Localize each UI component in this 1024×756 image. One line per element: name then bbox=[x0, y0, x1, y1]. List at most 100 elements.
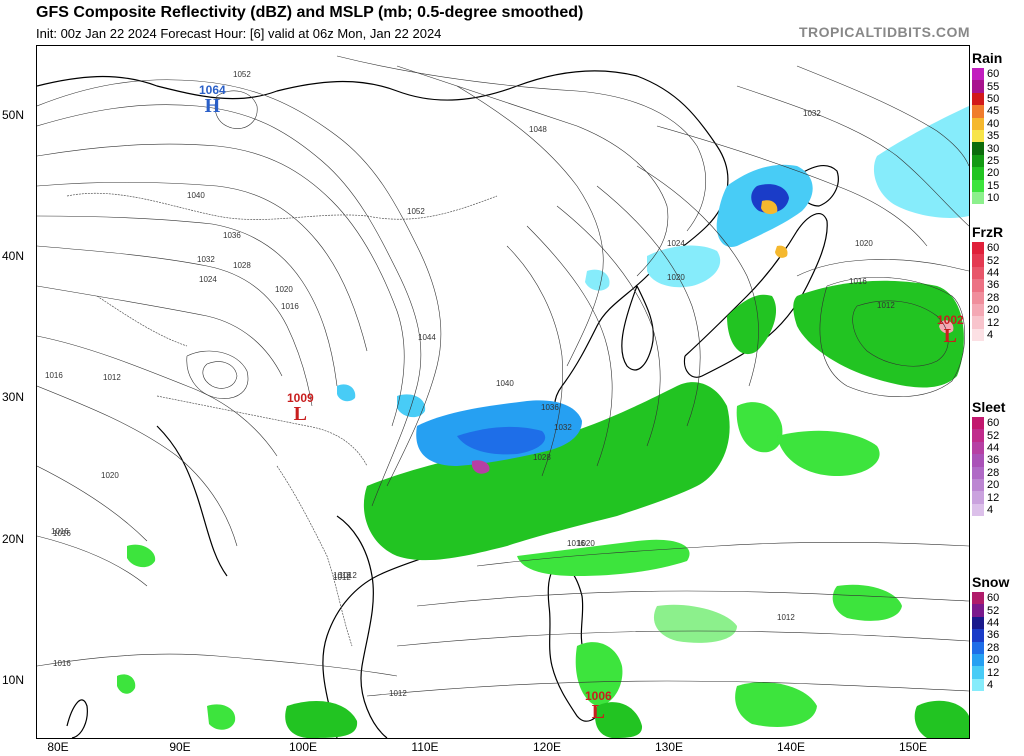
lon-label: 140E bbox=[776, 740, 806, 754]
legend-row: 35 bbox=[972, 129, 1022, 143]
lon-label: 120E bbox=[532, 740, 562, 754]
lat-label: 50N bbox=[2, 108, 25, 122]
lon-label: 80E bbox=[47, 740, 69, 754]
isobar-label: 1040 bbox=[187, 191, 205, 200]
legend-level: 30 bbox=[987, 142, 1000, 155]
isobar-label: 1032 bbox=[803, 109, 821, 118]
legend-row: 12 bbox=[972, 491, 1022, 504]
legend-row: 36 bbox=[972, 454, 1022, 467]
legend-swatch bbox=[972, 291, 984, 304]
legend-row: 20 bbox=[972, 167, 1022, 180]
legend-level: 20 bbox=[987, 167, 1000, 180]
low-pressure-letter: L bbox=[293, 403, 308, 425]
legend-row: 52 bbox=[972, 429, 1022, 442]
legend-row: 50 bbox=[972, 92, 1022, 106]
legend-swatch bbox=[972, 441, 984, 455]
isobar-label: 1032 bbox=[554, 423, 572, 432]
isobar-label: 1016 bbox=[53, 659, 71, 668]
isobar-label: 1020 bbox=[855, 239, 873, 248]
isobar-label: 1024 bbox=[667, 239, 685, 248]
isobar-label: 1020 bbox=[667, 273, 685, 282]
lon-label: 110E bbox=[411, 740, 439, 754]
legend-level: 52 bbox=[987, 254, 1000, 267]
legend-row: 20 bbox=[972, 653, 1022, 667]
legend-swatch bbox=[972, 641, 984, 654]
lon-label: 130E bbox=[654, 740, 684, 754]
legend-row: 60 bbox=[972, 417, 1022, 430]
legend-level: 4 bbox=[987, 678, 994, 691]
isobar-label: 1020 bbox=[577, 539, 595, 548]
legend-level: 25 bbox=[987, 154, 1000, 167]
mixed-precip bbox=[472, 200, 954, 474]
legend-row: 60 bbox=[972, 592, 1022, 605]
legend-swatch bbox=[972, 328, 984, 342]
legend-swatch bbox=[972, 503, 984, 517]
high-pressure-letter: H bbox=[204, 95, 221, 117]
legend-row: 15 bbox=[972, 179, 1022, 192]
low-pressure-marker-china: 1009 L bbox=[287, 391, 314, 425]
isobar-label: 1040 bbox=[496, 379, 514, 388]
isobar-label: 1048 bbox=[529, 125, 547, 134]
isobar-label: 1036 bbox=[541, 403, 559, 412]
isobar-label: 1016 bbox=[567, 539, 585, 548]
lon-label: 100E bbox=[288, 740, 318, 754]
chart-subtitle: Init: 00z Jan 22 2024 Forecast Hour: [6]… bbox=[36, 26, 442, 41]
legend-row: 45 bbox=[972, 105, 1022, 118]
legend-level: 60 bbox=[987, 417, 1000, 430]
legend-swatch bbox=[972, 678, 984, 692]
isobar-label: 1024 bbox=[199, 275, 217, 284]
legend-swatch bbox=[972, 254, 984, 267]
legend-level: 28 bbox=[987, 466, 1000, 479]
legend-row: 20 bbox=[972, 303, 1022, 317]
legend-swatch bbox=[972, 179, 984, 192]
isobar-label: 1028 bbox=[533, 453, 551, 462]
legend-snow: Snow 60 52 44 36 28 20 12 4 bbox=[972, 574, 1022, 692]
isobar-label: 1016 bbox=[281, 302, 299, 311]
isobars bbox=[37, 55, 969, 697]
legend-row: 60 bbox=[972, 242, 1022, 255]
legend-level: 12 bbox=[987, 491, 1000, 504]
legend-swatch bbox=[972, 92, 984, 106]
legend-row: 4 bbox=[972, 328, 1022, 342]
rain-areas bbox=[117, 280, 969, 738]
isobar-label: 1012 bbox=[389, 689, 407, 698]
legend-level: 10 bbox=[987, 192, 1000, 205]
legend-level: 20 bbox=[987, 304, 1000, 317]
high-pressure-value: 1064 bbox=[199, 83, 226, 97]
legend-swatch bbox=[972, 429, 984, 442]
legend-title: Rain bbox=[972, 50, 1003, 66]
legend-row: 28 bbox=[972, 466, 1022, 479]
legend-swatch bbox=[972, 167, 984, 180]
legend-swatch bbox=[972, 303, 984, 317]
legend-level: 4 bbox=[987, 503, 994, 516]
legend-level: 35 bbox=[987, 130, 1000, 143]
legend-title: FrzR bbox=[972, 224, 1004, 240]
legend-swatch bbox=[972, 105, 984, 118]
isobar-label: 1044 bbox=[418, 333, 436, 342]
legend-level: 28 bbox=[987, 291, 1000, 304]
isobar-label: 1012 bbox=[333, 573, 351, 582]
source-brand: TROPICALTIDBITS.COM bbox=[798, 24, 970, 40]
legend-swatch bbox=[972, 279, 984, 292]
isobar-label: 1016 bbox=[51, 527, 69, 536]
lon-label: 90E bbox=[169, 740, 191, 754]
legend-level: 45 bbox=[987, 105, 1000, 118]
legend-level: 44 bbox=[987, 616, 1000, 629]
isobar-label: 1020 bbox=[101, 471, 119, 480]
isobar-label: 1016 bbox=[53, 529, 71, 538]
legend-rain: Rain 60 55 50 45 40 35 30 25 20 15 10 bbox=[972, 50, 1022, 205]
legend-swatch bbox=[972, 616, 984, 630]
legend-row: 12 bbox=[972, 666, 1022, 679]
isobar-label: 1028 bbox=[233, 261, 251, 270]
legend-row: 52 bbox=[972, 604, 1022, 617]
isobar-label: 1016 bbox=[45, 371, 63, 380]
isobar-label: 1016 bbox=[849, 277, 867, 286]
isobar-label: 1052 bbox=[407, 207, 425, 216]
lat-label: 30N bbox=[2, 390, 25, 404]
legend-level: 50 bbox=[987, 92, 1000, 105]
legend-swatch bbox=[972, 454, 984, 467]
legend-swatch bbox=[972, 80, 984, 93]
low-pressure-marker-philippines: 1006 L bbox=[585, 689, 612, 722]
isobar-label: 1052 bbox=[233, 70, 251, 79]
legend-row: 30 bbox=[972, 142, 1022, 155]
